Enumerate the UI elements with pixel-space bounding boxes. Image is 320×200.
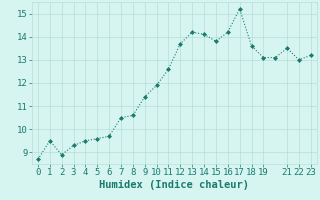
X-axis label: Humidex (Indice chaleur): Humidex (Indice chaleur) [100,180,249,190]
